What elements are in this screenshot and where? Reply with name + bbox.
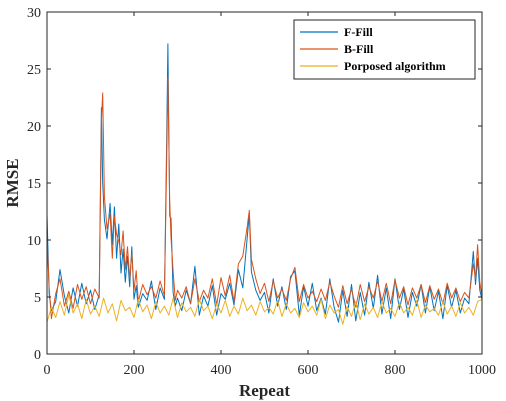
x-tick-label: 400	[211, 363, 232, 378]
series-line-1	[46, 43, 483, 323]
y-tick-label: 25	[27, 63, 41, 78]
y-tick-label: 15	[27, 177, 41, 192]
x-tick-label: 800	[385, 363, 406, 378]
x-tick-label: 600	[298, 363, 319, 378]
y-axis-title: RMSE	[3, 158, 22, 207]
legend-label: F-Fill	[344, 25, 373, 39]
x-axis-title: Repeat	[239, 381, 290, 400]
legend-label: B-Fill	[344, 42, 374, 56]
x-tick-label: 1000	[468, 363, 496, 378]
series-line-3	[46, 294, 483, 325]
y-tick-label: 0	[34, 348, 41, 363]
y-tick-label: 20	[27, 120, 41, 135]
x-tick-label: 200	[124, 363, 145, 378]
y-tick-label: 30	[27, 6, 41, 21]
legend: F-Fill B-Fill Porposed algorithm	[293, 19, 476, 80]
x-tick-label: 0	[44, 363, 51, 378]
axis-ticks: 0 200 400 600 800 1000 0 5 10 15 20 25 30	[27, 6, 496, 378]
plot-area	[46, 43, 483, 325]
legend-label: Porposed algorithm	[344, 59, 446, 73]
y-tick-label: 10	[27, 234, 41, 249]
series-line-2	[46, 76, 483, 320]
y-tick-label: 5	[34, 291, 41, 306]
